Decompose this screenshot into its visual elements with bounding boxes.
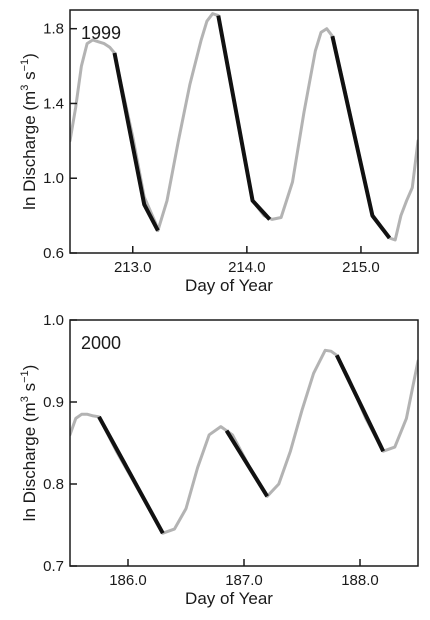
- y-axis-label-part: 3: [19, 396, 31, 402]
- y-axis-label-part: −1: [19, 59, 31, 72]
- data-lines: [70, 348, 418, 535]
- y-axis-label: ln Discharge (m3 s−1): [19, 53, 39, 210]
- x-tick-label: 186.0: [109, 572, 147, 589]
- y-axis-label-part: ): [20, 365, 39, 371]
- x-tick-label: 188.0: [341, 572, 379, 589]
- plot-frame: [69, 9, 419, 254]
- discharge-line: [70, 348, 418, 535]
- y-axis-label-part: 3: [19, 85, 31, 91]
- discharge-line: [70, 12, 418, 242]
- recession-segment-3: [334, 354, 386, 453]
- y-tick-label: 0.8: [43, 476, 64, 493]
- y-tick-label: 1.8: [43, 21, 64, 38]
- y-axis-label: ln Discharge (m3 s−1): [19, 365, 39, 522]
- y-axis-label-part: s: [20, 383, 39, 396]
- x-tick-label: 213.0: [114, 259, 152, 276]
- y-tick-label: 1.0: [43, 170, 64, 187]
- y-tick-label: 0.6: [43, 245, 64, 262]
- panel-1999: 0.6 1.0 1.4 1.8 213.0 214.0 215.0 Day of Year ln…: [19, 9, 419, 295]
- recession-segment-1: [97, 415, 165, 535]
- y-tick-label: 1.4: [43, 95, 64, 112]
- y-axis-label-part: ln Discharge (m: [20, 402, 39, 521]
- recession-segment-1: [112, 52, 160, 232]
- recession-segment-2: [224, 429, 269, 498]
- panel-year-label: 1999: [81, 23, 121, 43]
- y-axis-label-part: ln Discharge (m: [20, 91, 39, 210]
- recession-segment-2: [216, 15, 272, 221]
- y-axis-label-part: ): [20, 53, 39, 59]
- x-axis-label: Day of Year: [185, 589, 273, 608]
- y-tick-label: 0.7: [43, 558, 64, 575]
- x-axis-label: Day of Year: [185, 276, 273, 295]
- recession-segment-3: [330, 35, 392, 240]
- panel-year-label: 2000: [81, 333, 121, 353]
- panel-2000: 0.7 0.8 0.9 1.0 186.0 187.0 188.0 Day of Year ln…: [19, 312, 419, 608]
- y-axis-label-part: s: [20, 71, 39, 84]
- x-tick-label: 215.0: [342, 259, 380, 276]
- data-lines: [70, 12, 418, 242]
- y-axis-label-part: −1: [19, 370, 31, 383]
- x-tick-label: 214.0: [228, 259, 266, 276]
- x-tick-label: 187.0: [225, 572, 263, 589]
- plot-frame: [69, 319, 419, 567]
- y-tick-label: 0.9: [43, 394, 64, 411]
- y-tick-label: 1.0: [43, 312, 64, 329]
